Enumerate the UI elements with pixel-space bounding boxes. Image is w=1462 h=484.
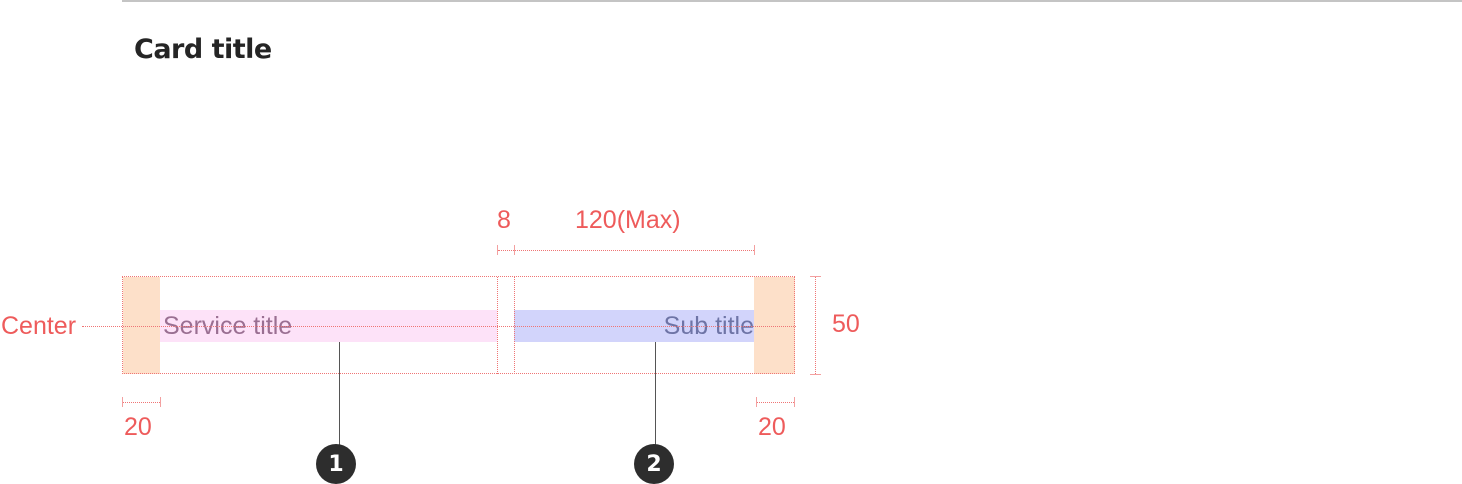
marker-1-badge: 1: [316, 444, 356, 484]
height-dimension-line: [815, 277, 816, 374]
left-padding-zone: [123, 277, 160, 374]
gap-dimension-tick-end: [514, 245, 515, 255]
center-label: Center: [1, 312, 77, 340]
right-padding-zone: [754, 277, 795, 374]
gap-guide-right: [514, 277, 515, 374]
left-padding-label: 20: [124, 413, 152, 441]
card-outline-guide: [122, 276, 795, 374]
left-padding-tick-end: [160, 397, 161, 407]
marker-1-leader-line: [339, 342, 340, 446]
right-padding-dimension-line: [756, 402, 794, 403]
sub-title-width-tick-end: [754, 245, 755, 255]
marker-2-badge: 2: [634, 444, 674, 484]
left-padding-dimension-line: [123, 402, 160, 403]
marker-2-leader-line: [655, 342, 656, 446]
sub-title-max-width-label: 120(Max): [575, 206, 681, 234]
gap-guide-left: [497, 277, 498, 374]
card-title: Card title: [134, 34, 272, 65]
right-padding-tick-start: [756, 397, 757, 407]
right-padding-tick-end: [794, 397, 795, 407]
height-label: 50: [832, 310, 860, 338]
marker-2-number: 2: [646, 451, 662, 477]
gap-dimension-tick-start: [497, 245, 498, 255]
sub-title-width-dimension-line: [515, 250, 754, 251]
right-padding-label: 20: [758, 413, 786, 441]
top-divider: [122, 0, 1462, 2]
gap-dimension-line: [498, 250, 514, 251]
gap-label: 8: [497, 206, 511, 234]
center-guide-line: [82, 326, 796, 327]
height-dimension-tick-top: [810, 276, 821, 277]
left-padding-tick-start: [122, 397, 123, 407]
height-dimension-tick-bottom: [810, 374, 821, 375]
marker-1-number: 1: [328, 451, 344, 477]
